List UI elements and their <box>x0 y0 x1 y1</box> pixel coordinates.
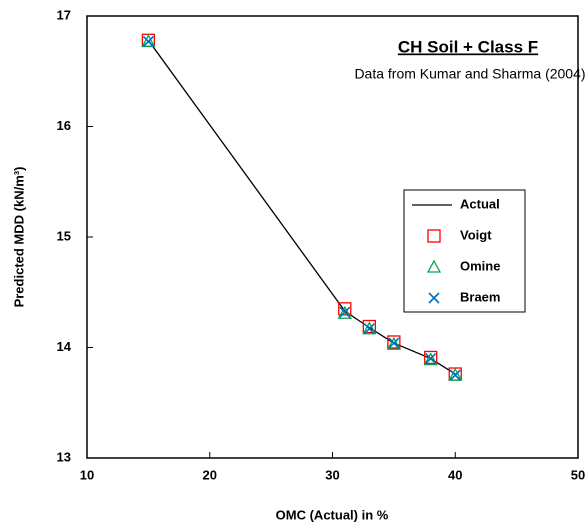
legend-swatch <box>427 229 441 243</box>
y-tick-label: 15 <box>57 228 71 243</box>
data-point <box>362 319 376 334</box>
y-tick-label: 13 <box>57 449 71 464</box>
data-point <box>424 350 438 365</box>
x-tick-label: 10 <box>80 467 94 482</box>
data-point <box>448 367 463 381</box>
data-point <box>387 335 401 349</box>
legend-label: Braem <box>460 289 500 304</box>
x-axis-label: OMC (Actual) in % <box>276 507 389 522</box>
data-point <box>337 305 352 319</box>
data-point <box>339 306 351 318</box>
y-tick-label: 16 <box>57 118 71 133</box>
x-tick-label: 50 <box>571 467 585 482</box>
chart-subtitle: Data from Kumar and Sharma (2004) <box>354 66 585 82</box>
data-point <box>386 336 401 350</box>
legend-swatch <box>428 292 440 304</box>
legend-box <box>403 189 526 313</box>
y-tick-label: 14 <box>57 339 72 354</box>
legend-label: Omine <box>460 258 500 273</box>
data-point <box>423 352 438 366</box>
data-point <box>449 369 461 381</box>
data-point <box>362 321 377 335</box>
data-point <box>141 34 156 48</box>
chart-title: CH Soil + Class F <box>398 37 538 56</box>
legend-swatch <box>426 259 442 273</box>
legend-label: Voigt <box>460 227 492 242</box>
data-point <box>142 35 154 47</box>
x-tick-label: 30 <box>325 467 339 482</box>
data-point <box>363 323 375 335</box>
y-tick-label: 17 <box>57 7 71 22</box>
y-axis-label: Predicted MDD (kN/m³) <box>11 167 26 308</box>
legend-label: Actual <box>460 196 500 211</box>
data-point <box>338 302 352 316</box>
x-tick-label: 20 <box>203 467 217 482</box>
data-point <box>425 352 437 365</box>
data-point <box>388 337 400 349</box>
x-tick-label: 40 <box>448 467 462 482</box>
